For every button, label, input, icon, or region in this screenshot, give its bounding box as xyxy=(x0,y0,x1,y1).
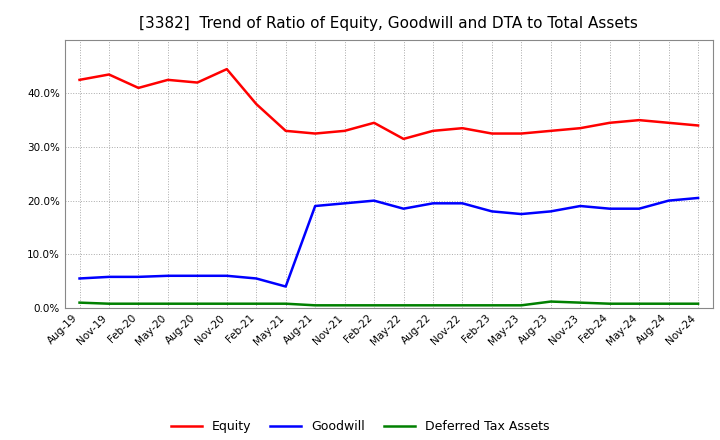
Deferred Tax Assets xyxy=(576,300,585,305)
Equity xyxy=(458,125,467,131)
Equity xyxy=(517,131,526,136)
Goodwill xyxy=(399,206,408,211)
Equity xyxy=(75,77,84,82)
Deferred Tax Assets xyxy=(193,301,202,306)
Equity xyxy=(694,123,703,128)
Equity xyxy=(635,117,644,123)
Goodwill xyxy=(428,201,437,206)
Deferred Tax Assets xyxy=(134,301,143,306)
Deferred Tax Assets xyxy=(252,301,261,306)
Equity xyxy=(606,120,614,125)
Goodwill xyxy=(222,273,231,279)
Goodwill xyxy=(134,274,143,279)
Equity xyxy=(487,131,496,136)
Equity xyxy=(134,85,143,91)
Goodwill xyxy=(517,211,526,216)
Deferred Tax Assets xyxy=(694,301,703,306)
Deferred Tax Assets xyxy=(428,303,437,308)
Equity xyxy=(341,128,349,133)
Deferred Tax Assets xyxy=(635,301,644,306)
Deferred Tax Assets xyxy=(517,303,526,308)
Goodwill xyxy=(546,209,555,214)
Deferred Tax Assets xyxy=(104,301,113,306)
Deferred Tax Assets xyxy=(282,301,290,306)
Equity xyxy=(222,66,231,72)
Line: Deferred Tax Assets: Deferred Tax Assets xyxy=(79,301,698,305)
Equity xyxy=(546,128,555,133)
Deferred Tax Assets xyxy=(606,301,614,306)
Deferred Tax Assets xyxy=(399,303,408,308)
Goodwill xyxy=(252,276,261,281)
Goodwill xyxy=(282,284,290,289)
Equity xyxy=(252,101,261,106)
Deferred Tax Assets xyxy=(75,300,84,305)
Legend: Equity, Goodwill, Deferred Tax Assets: Equity, Goodwill, Deferred Tax Assets xyxy=(166,415,554,438)
Goodwill xyxy=(635,206,644,211)
Title: [3382]  Trend of Ratio of Equity, Goodwill and DTA to Total Assets: [3382] Trend of Ratio of Equity, Goodwil… xyxy=(140,16,638,32)
Deferred Tax Assets xyxy=(222,301,231,306)
Goodwill xyxy=(370,198,379,203)
Goodwill xyxy=(341,201,349,206)
Equity xyxy=(104,72,113,77)
Deferred Tax Assets xyxy=(487,303,496,308)
Goodwill xyxy=(487,209,496,214)
Deferred Tax Assets xyxy=(665,301,673,306)
Equity xyxy=(665,120,673,125)
Line: Equity: Equity xyxy=(79,69,698,139)
Goodwill xyxy=(163,273,172,279)
Goodwill xyxy=(576,203,585,209)
Goodwill xyxy=(694,195,703,201)
Equity xyxy=(576,125,585,131)
Deferred Tax Assets xyxy=(311,303,320,308)
Equity xyxy=(311,131,320,136)
Goodwill xyxy=(458,201,467,206)
Goodwill xyxy=(311,203,320,209)
Deferred Tax Assets xyxy=(458,303,467,308)
Equity xyxy=(428,128,437,133)
Deferred Tax Assets xyxy=(341,303,349,308)
Goodwill xyxy=(665,198,673,203)
Deferred Tax Assets xyxy=(163,301,172,306)
Equity xyxy=(370,120,379,125)
Goodwill xyxy=(193,273,202,279)
Line: Goodwill: Goodwill xyxy=(79,198,698,286)
Equity xyxy=(399,136,408,142)
Goodwill xyxy=(104,274,113,279)
Equity xyxy=(193,80,202,85)
Equity xyxy=(282,128,290,133)
Equity xyxy=(163,77,172,82)
Goodwill xyxy=(606,206,614,211)
Goodwill xyxy=(75,276,84,281)
Deferred Tax Assets xyxy=(546,299,555,304)
Deferred Tax Assets xyxy=(370,303,379,308)
